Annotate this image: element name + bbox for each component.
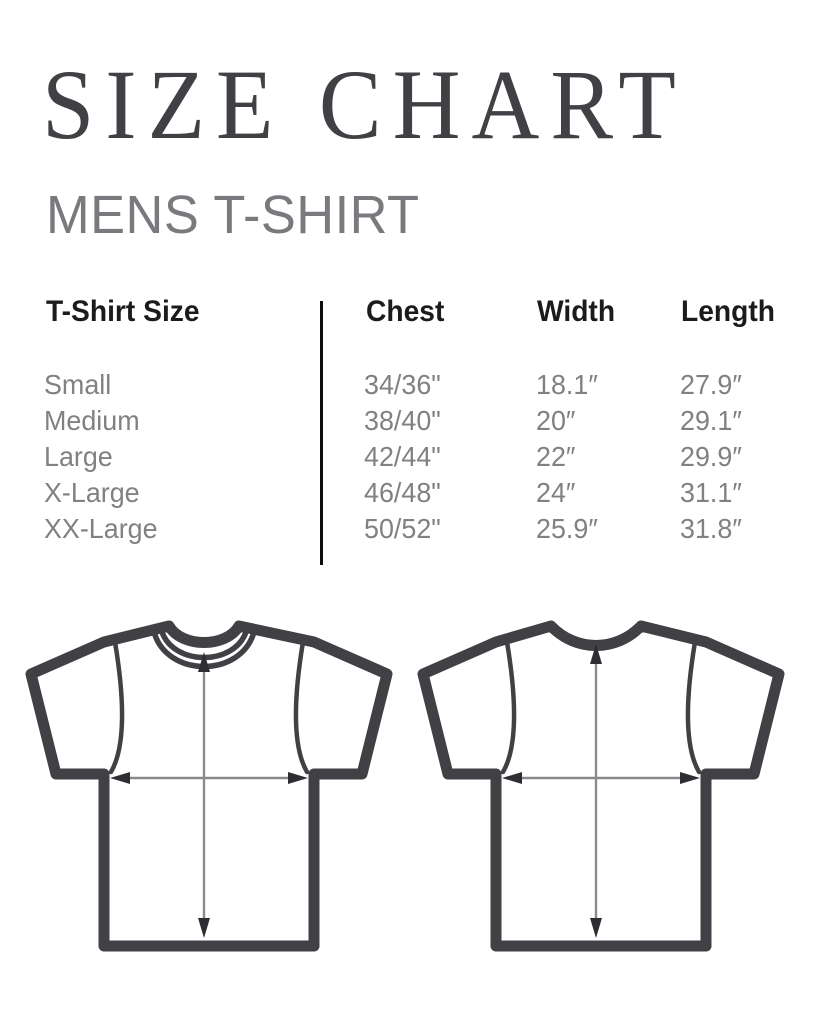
- right-armhole-seam: [685, 639, 702, 775]
- cell-chest: 50/52": [364, 513, 441, 544]
- column-header-chest: Chest: [366, 295, 445, 328]
- table-body: Small 34/36" 18.1″ 27.9″ Medium 38/40" 2…: [0, 368, 819, 548]
- table-row: Medium 38/40" 20″ 29.1″: [0, 404, 819, 440]
- cell-size: XX-Large: [44, 513, 158, 544]
- cell-size: Medium: [44, 405, 140, 436]
- table-vertical-divider: [320, 301, 323, 565]
- column-header-length: Length: [681, 295, 775, 328]
- length-measure-arrow: [590, 644, 602, 938]
- width-measure-arrow: [110, 772, 308, 784]
- cell-length: 29.9″: [680, 441, 742, 472]
- page-subtitle: MENS T-SHIRT: [46, 185, 420, 245]
- cell-size: X-Large: [44, 477, 140, 508]
- cell-width: 24″: [536, 477, 576, 508]
- t-shirt-front-view: [25, 620, 393, 952]
- table-row: Large 42/44" 22″ 29.9″: [0, 440, 819, 476]
- left-armhole-seam: [500, 639, 517, 775]
- right-armhole-seam: [293, 639, 310, 775]
- cell-length: 27.9″: [680, 369, 742, 400]
- cell-chest: 34/36": [364, 369, 441, 400]
- cell-size: Large: [44, 441, 113, 472]
- length-measure-arrow: [198, 652, 210, 938]
- cell-length: 29.1″: [680, 405, 742, 436]
- column-header-width: Width: [537, 295, 616, 328]
- cell-length: 31.8″: [680, 513, 742, 544]
- table-row: XX-Large 50/52" 25.9″ 31.8″: [0, 512, 819, 548]
- cell-size: Small: [44, 369, 112, 400]
- width-measure-arrow: [502, 772, 700, 784]
- cell-chest: 38/40": [364, 405, 441, 436]
- table-row: X-Large 46/48" 24″ 31.1″: [0, 476, 819, 512]
- cell-width: 22″: [536, 441, 576, 472]
- cell-chest: 42/44": [364, 441, 441, 472]
- t-shirt-front-outline: [25, 620, 393, 952]
- tshirt-diagrams: [0, 596, 819, 976]
- page-title: SIZE CHART: [42, 49, 687, 161]
- column-header-size: T-Shirt Size: [46, 295, 200, 328]
- cell-width: 25.9″: [536, 513, 598, 544]
- t-shirt-back-outline: [417, 620, 785, 952]
- cell-width: 20″: [536, 405, 576, 436]
- size-table: T-Shirt Size Chest Width Length Small 34…: [0, 282, 819, 565]
- cell-width: 18.1″: [536, 369, 598, 400]
- table-row: Small 34/36" 18.1″ 27.9″: [0, 368, 819, 404]
- cell-chest: 46/48": [364, 477, 441, 508]
- t-shirt-back-view: [417, 620, 785, 952]
- cell-length: 31.1″: [680, 477, 742, 508]
- left-armhole-seam: [108, 639, 125, 775]
